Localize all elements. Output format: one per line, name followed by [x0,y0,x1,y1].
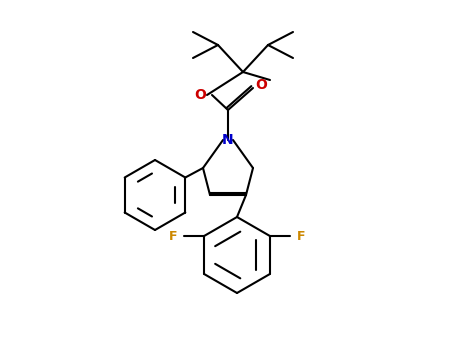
Text: F: F [297,230,305,243]
Text: O: O [255,78,267,92]
Text: F: F [169,230,177,243]
Text: N: N [222,133,234,147]
Text: O: O [194,88,206,102]
